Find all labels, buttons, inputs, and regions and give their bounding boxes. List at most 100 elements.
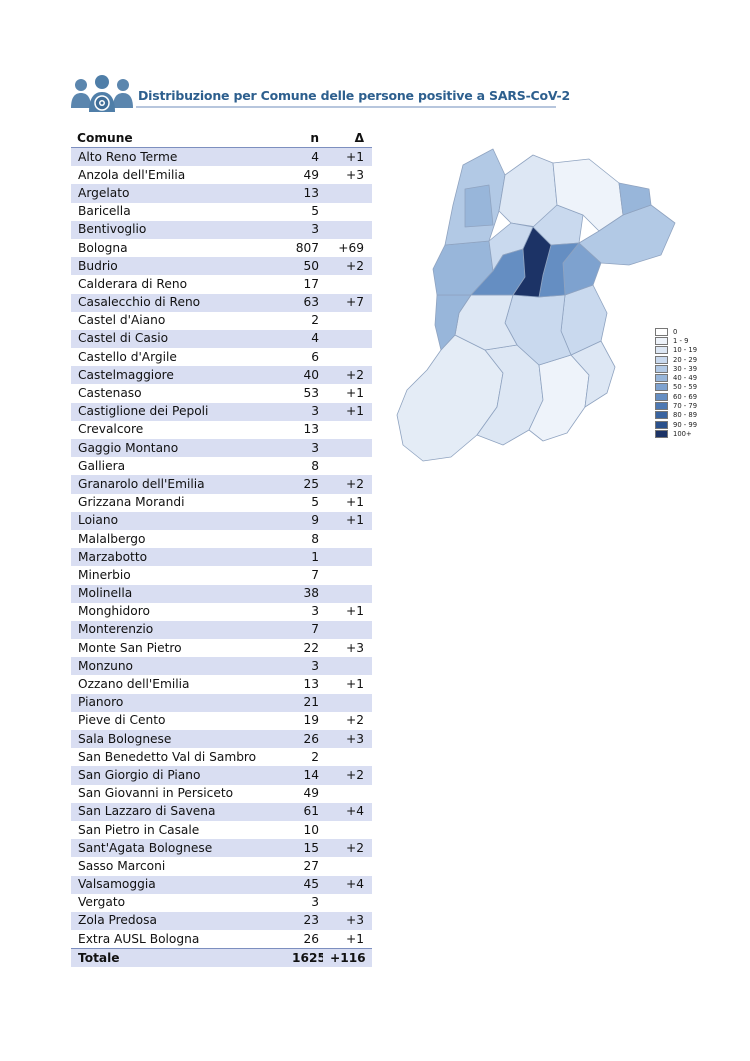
column-header-comune: Comune (71, 129, 285, 148)
legend-swatch (655, 429, 668, 438)
delta-count: +2 (323, 257, 372, 276)
positive-count: 45 (285, 875, 323, 894)
table-row: Alto Reno Terme 4 +1 (71, 147, 372, 167)
positive-count: 6 (285, 348, 323, 367)
table-row: Castenaso 53 +1 (71, 384, 372, 403)
table-row: Malalbergo 8 (71, 529, 372, 549)
table-row: Pianoro 21 (71, 693, 372, 712)
delta-count: +69 (323, 238, 372, 258)
comune-name: Sasso Marconi (71, 857, 285, 876)
legend-swatch (655, 355, 668, 364)
delta-count (323, 457, 372, 476)
positive-count: 27 (285, 857, 323, 876)
positive-count: 3 (285, 220, 323, 239)
delta-count: +4 (323, 802, 372, 821)
legend-item: 0 (655, 327, 697, 336)
comune-name: Galliera (71, 457, 285, 476)
map-area-bologna (512, 226, 552, 298)
table-row: Castelmaggiore 40 +2 (71, 366, 372, 385)
comune-name: Valsamoggia (71, 875, 285, 894)
legend-swatch (655, 346, 668, 355)
legend-swatch (655, 374, 668, 383)
delta-count: +2 (323, 839, 372, 858)
delta-count: +1 (323, 402, 372, 421)
delta-count: +2 (323, 366, 372, 385)
positive-count: 49 (285, 784, 323, 803)
delta-count (323, 275, 372, 294)
legend-swatch (655, 327, 668, 336)
delta-count: +3 (323, 639, 372, 658)
delta-count: +3 (323, 166, 372, 185)
delta-count: +1 (323, 384, 372, 403)
positive-count: 3 (285, 402, 323, 421)
comune-name: Castelmaggiore (71, 366, 285, 385)
comune-name: Granarolo dell'Emilia (71, 475, 285, 494)
total-delta: +116 (323, 948, 372, 968)
table-row: Loiano 9 +1 (71, 511, 372, 530)
table-row: Valsamoggia 45 +4 (71, 875, 372, 894)
legend-label: 40 - 49 (673, 374, 698, 383)
table-row: Ozzano dell'Emilia 13 +1 (71, 675, 372, 694)
comune-name: Pianoro (71, 693, 285, 712)
comuni-table: Comune n Δ Alto Reno Terme 4 +1 Anzola dell… (71, 129, 372, 968)
positive-count: 7 (285, 620, 323, 640)
delta-count (323, 657, 372, 676)
report-header: Distribuzione per Comune delle persone p… (70, 72, 570, 122)
positive-count: 4 (285, 147, 323, 167)
legend-item: 90 - 99 (655, 420, 697, 429)
delta-count (323, 311, 372, 330)
comune-name: Alto Reno Terme (71, 147, 285, 167)
comune-name: Monzuno (71, 657, 285, 676)
positive-count: 53 (285, 384, 323, 403)
positive-count: 5 (285, 202, 323, 221)
table-row: Vergato 3 (71, 893, 372, 912)
delta-count: +1 (323, 675, 372, 694)
table-row: Monte San Pietro 22 +3 (71, 639, 372, 658)
column-header-delta: Δ (323, 129, 372, 148)
delta-count (323, 820, 372, 840)
delta-count (323, 893, 372, 912)
comune-name: Baricella (71, 202, 285, 221)
delta-count: +2 (323, 766, 372, 785)
table-row: Sala Bolognese 26 +3 (71, 730, 372, 749)
delta-count: +1 (323, 930, 372, 949)
table-row: Marzabotto 1 (71, 548, 372, 567)
legend-swatch (655, 392, 668, 401)
delta-count: +2 (323, 475, 372, 494)
table-row: Casalecchio di Reno 63 +7 (71, 293, 372, 312)
legend-item: 70 - 79 (655, 401, 697, 411)
table-row: San Benedetto Val di Sambro 2 (71, 748, 372, 767)
table-row: Galliera 8 (71, 457, 372, 476)
positive-count: 13 (285, 420, 323, 439)
comune-name: Grizzana Morandi (71, 493, 285, 512)
delta-count: +7 (323, 293, 372, 312)
table-row: Gaggio Montano 3 (71, 439, 372, 458)
column-header-n: n (285, 129, 323, 148)
positive-count: 13 (285, 675, 323, 694)
comune-name: Castiglione dei Pepoli (71, 402, 285, 421)
table-row: San Giovanni in Persiceto 49 (71, 784, 372, 803)
table-row: Pieve di Cento 19 +2 (71, 711, 372, 730)
comune-name: Anzola dell'Emilia (71, 166, 285, 185)
legend-swatch (655, 383, 668, 392)
positive-count: 4 (285, 329, 323, 349)
comune-name: San Giovanni in Persiceto (71, 784, 285, 803)
positive-count: 7 (285, 566, 323, 585)
legend-label: 60 - 69 (673, 392, 698, 401)
positive-count: 3 (285, 439, 323, 458)
comune-name: Zola Predosa (71, 911, 285, 931)
positive-count: 8 (285, 529, 323, 549)
delta-count (323, 620, 372, 640)
positive-count: 19 (285, 711, 323, 730)
table-row: Sasso Marconi 27 (71, 857, 372, 876)
legend-item: 60 - 69 (655, 392, 697, 401)
legend-item: 50 - 59 (655, 383, 697, 392)
comune-name: Monterenzio (71, 620, 285, 640)
comune-name: Malalbergo (71, 529, 285, 549)
comune-name: Bentivoglio (71, 220, 285, 239)
legend-item: 40 - 49 (655, 373, 698, 383)
table-row: Castiglione dei Pepoli 3 +1 (71, 402, 372, 421)
table-row: Crevalcore 13 (71, 420, 372, 439)
table-row: San Pietro in Casale 10 (71, 820, 372, 840)
delta-count (323, 439, 372, 458)
